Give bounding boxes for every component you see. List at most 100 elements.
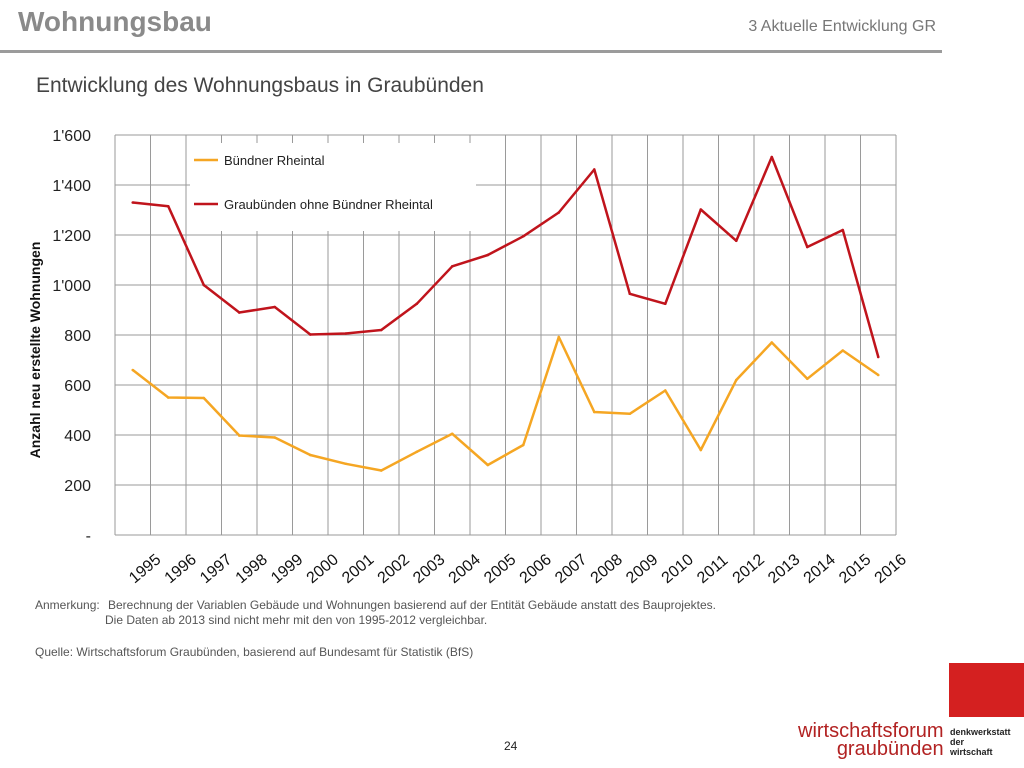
data-point xyxy=(841,228,845,232)
legend-label: Graubünden ohne Bündner Rheintal xyxy=(224,197,433,212)
logo-line-2: graubünden xyxy=(836,738,944,760)
x-tick-label: 2014 xyxy=(801,551,839,587)
y-tick-label: 400 xyxy=(64,428,91,445)
data-point xyxy=(876,355,880,359)
x-tick-label: 2016 xyxy=(872,551,910,587)
x-tick-label: 2000 xyxy=(304,551,342,587)
data-point xyxy=(379,469,383,472)
data-point xyxy=(663,389,667,392)
data-point xyxy=(237,434,241,437)
data-point xyxy=(734,378,738,382)
data-point xyxy=(415,302,419,306)
data-point xyxy=(557,211,561,214)
x-tick-label: 1998 xyxy=(233,551,271,587)
data-point xyxy=(202,283,206,287)
y-tick-label: 1'000 xyxy=(52,278,91,295)
data-point xyxy=(273,305,277,309)
y-tick-label: - xyxy=(86,528,91,545)
data-point xyxy=(770,155,774,159)
y-tick-label: 1'200 xyxy=(52,228,91,245)
y-tick-label: 1'600 xyxy=(52,128,91,145)
chart-svg: -2004006008001'0001'2001'4001'6001995199… xyxy=(27,128,910,587)
data-point xyxy=(450,264,454,268)
data-point xyxy=(131,201,135,204)
data-point xyxy=(699,448,703,452)
data-point xyxy=(699,208,703,211)
data-point xyxy=(486,253,490,257)
data-point xyxy=(592,410,596,414)
x-tick-label: 1999 xyxy=(268,551,306,587)
page-title: Wohnungsbau xyxy=(18,6,212,37)
x-tick-label: 2001 xyxy=(339,551,377,587)
x-tick-label: 2011 xyxy=(694,552,731,587)
data-point xyxy=(628,412,632,416)
section-label: 3 Aktuelle Entwicklung GR xyxy=(748,18,936,35)
x-tick-label: 2007 xyxy=(552,551,590,587)
y-tick-label: 200 xyxy=(64,478,91,495)
data-point xyxy=(770,341,774,344)
data-point xyxy=(131,368,135,372)
data-point xyxy=(876,373,880,377)
logo-wordmark: wirtschaftsforum graubünden xyxy=(798,720,944,760)
x-tick-label: 1996 xyxy=(162,551,200,587)
x-tick-label: 2013 xyxy=(765,551,803,587)
y-axis-label: Anzahl neu erstellte Wohnungen xyxy=(27,242,43,459)
note-line-1: Berechnung der Variablen Gebäude und Woh… xyxy=(108,598,716,612)
x-tick-label: 2006 xyxy=(517,551,555,587)
data-point xyxy=(628,292,632,296)
logo-tagline-3: wirtschaft xyxy=(950,747,993,757)
logo-red-block xyxy=(949,663,1024,717)
data-point xyxy=(805,245,809,249)
data-point xyxy=(592,168,596,171)
header-divider xyxy=(0,50,942,53)
logo-tagline: denkwerkstatt der wirtschaft xyxy=(950,727,1011,757)
data-point xyxy=(344,332,348,335)
x-tick-label: 2003 xyxy=(410,551,448,587)
source-note: Quelle: Wirtschaftsforum Graubünden, bas… xyxy=(35,645,474,659)
x-tick-label: 2008 xyxy=(588,551,626,587)
legend-box xyxy=(190,143,476,231)
x-tick-label: 2005 xyxy=(481,551,519,587)
legend-label: Bündner Rheintal xyxy=(224,153,325,168)
series-line xyxy=(132,155,880,358)
data-point xyxy=(521,234,525,238)
data-point xyxy=(557,335,561,339)
x-tick-label: 2002 xyxy=(375,551,413,587)
data-point xyxy=(841,349,845,352)
chart-subtitle: Entwicklung des Wohnungsbaus in Graubünd… xyxy=(36,74,484,97)
data-point xyxy=(415,450,419,454)
data-point xyxy=(663,302,667,306)
note-line-2: Die Daten ab 2013 sind nicht mehr mit de… xyxy=(105,613,488,627)
x-tick-label: 2009 xyxy=(623,551,661,587)
note-label: Anmerkung: xyxy=(35,598,100,612)
data-point xyxy=(805,377,809,381)
logo-tagline-2: der xyxy=(950,737,965,747)
data-point xyxy=(166,396,170,399)
data-point xyxy=(486,463,490,467)
data-point xyxy=(166,204,170,208)
logo-tagline-1: denkwerkstatt xyxy=(950,727,1011,737)
data-point xyxy=(202,396,206,400)
y-tick-label: 1'400 xyxy=(52,178,91,195)
x-tick-label: 1995 xyxy=(126,551,164,587)
data-point xyxy=(273,436,277,439)
data-point xyxy=(237,311,241,314)
data-point xyxy=(450,432,454,436)
x-tick-label: 1997 xyxy=(197,551,235,587)
data-point xyxy=(734,239,738,243)
data-point xyxy=(344,462,348,466)
y-tick-label: 600 xyxy=(64,378,91,395)
data-point xyxy=(308,453,312,457)
x-tick-label: 2004 xyxy=(446,551,484,587)
x-tick-label: 2012 xyxy=(730,551,768,587)
logo-line-1: wirtschaftsforum xyxy=(798,720,944,742)
series-line xyxy=(132,335,880,472)
data-point xyxy=(521,443,525,447)
page-number: 24 xyxy=(504,739,518,753)
line-chart: -200 400 600 800 1'000 1'200 1'400 1'600 1995 199… xyxy=(20,120,910,590)
data-point xyxy=(379,328,383,332)
x-tick-label: 2010 xyxy=(659,551,697,587)
data-point xyxy=(308,333,312,336)
x-tick-label: 2015 xyxy=(836,551,874,587)
y-tick-label: 800 xyxy=(64,328,91,345)
